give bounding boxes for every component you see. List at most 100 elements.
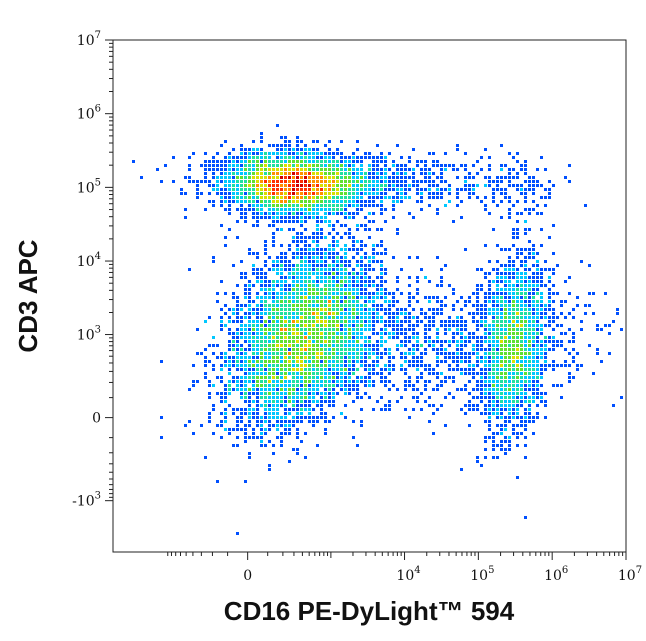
density-point	[288, 144, 291, 147]
density-point	[316, 364, 319, 367]
density-point	[396, 348, 399, 351]
density-point	[484, 312, 487, 315]
density-point	[292, 172, 295, 175]
density-point	[508, 448, 511, 451]
density-point	[284, 312, 287, 315]
density-point	[280, 312, 283, 315]
density-point	[264, 356, 267, 359]
density-point	[468, 372, 471, 375]
density-point	[508, 180, 511, 183]
density-point	[520, 280, 523, 283]
density-point	[424, 384, 427, 387]
density-point	[264, 372, 267, 375]
density-point	[264, 380, 267, 383]
density-point	[344, 328, 347, 331]
density-point	[308, 172, 311, 175]
density-point	[284, 392, 287, 395]
density-point	[540, 344, 543, 347]
density-point	[500, 292, 503, 295]
density-point	[332, 268, 335, 271]
density-point	[300, 268, 303, 271]
density-point	[484, 356, 487, 359]
density-point	[540, 244, 543, 247]
density-point	[220, 192, 223, 195]
density-point	[244, 336, 247, 339]
density-point	[308, 400, 311, 403]
density-point	[252, 416, 255, 419]
density-point	[504, 340, 507, 343]
density-point	[508, 404, 511, 407]
density-point	[256, 172, 259, 175]
density-point	[528, 176, 531, 179]
density-point	[244, 220, 247, 223]
density-point	[260, 388, 263, 391]
density-point	[292, 420, 295, 423]
density-point	[528, 280, 531, 283]
density-point	[292, 448, 295, 451]
density-point	[292, 404, 295, 407]
density-point	[232, 312, 235, 315]
density-point	[288, 172, 291, 175]
density-point	[300, 304, 303, 307]
density-point	[384, 408, 387, 411]
density-point	[264, 180, 267, 183]
density-point	[304, 376, 307, 379]
density-point	[316, 220, 319, 223]
density-point	[288, 288, 291, 291]
density-point	[372, 332, 375, 335]
density-point	[308, 312, 311, 315]
density-point	[420, 192, 423, 195]
density-point	[324, 196, 327, 199]
density-point	[448, 320, 451, 323]
density-point	[420, 208, 423, 211]
density-point	[300, 140, 303, 143]
density-point	[316, 308, 319, 311]
density-point	[516, 388, 519, 391]
density-point	[352, 268, 355, 271]
density-point	[244, 176, 247, 179]
density-point	[320, 188, 323, 191]
density-point	[336, 184, 339, 187]
density-point	[528, 416, 531, 419]
density-point	[508, 380, 511, 383]
density-point	[260, 328, 263, 331]
density-point	[508, 384, 511, 387]
density-point	[508, 388, 511, 391]
density-point	[392, 172, 395, 175]
density-point	[600, 328, 603, 331]
density-point	[356, 344, 359, 347]
density-point	[228, 404, 231, 407]
density-point	[376, 308, 379, 311]
density-point	[496, 296, 499, 299]
density-point	[372, 352, 375, 355]
density-point	[280, 320, 283, 323]
density-point	[268, 360, 271, 363]
density-point	[348, 188, 351, 191]
density-point	[512, 296, 515, 299]
density-point	[384, 300, 387, 303]
density-point	[240, 208, 243, 211]
density-point	[484, 404, 487, 407]
density-point	[540, 284, 543, 287]
density-point	[276, 412, 279, 415]
density-point	[384, 352, 387, 355]
density-point	[252, 284, 255, 287]
density-point	[324, 324, 327, 327]
density-point	[508, 212, 511, 215]
density-point	[292, 212, 295, 215]
density-point	[328, 280, 331, 283]
density-point	[348, 316, 351, 319]
density-point	[492, 324, 495, 327]
density-point	[360, 264, 363, 267]
density-point	[308, 388, 311, 391]
density-point	[216, 300, 219, 303]
density-point	[456, 144, 459, 147]
density-point	[320, 260, 323, 263]
density-point	[516, 220, 519, 223]
density-point	[344, 188, 347, 191]
density-point	[244, 196, 247, 199]
density-point	[224, 184, 227, 187]
density-point	[540, 184, 543, 187]
density-point	[240, 368, 243, 371]
density-point	[244, 396, 247, 399]
